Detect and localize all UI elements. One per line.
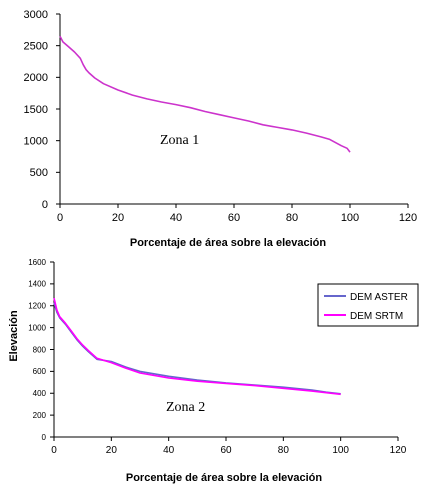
chart2-x-tick-label: 40 xyxy=(163,445,175,456)
chart2-x-tick-label: 80 xyxy=(278,445,290,456)
chart2-legend-box xyxy=(317,283,419,327)
chart-zona-2: 0 200 400 600 800 1000 1200 1400 1600 0 20 40 60 80 1… xyxy=(8,258,419,484)
chart2-series xyxy=(53,297,341,396)
chart2-line-dem-aster xyxy=(53,302,341,395)
chart1-y-tick-label: 1500 xyxy=(24,104,48,116)
chart1-x-tick-label: 60 xyxy=(228,212,240,224)
chart1-y-tick-label: 500 xyxy=(30,167,48,179)
chart1-annotation: Zona 1 xyxy=(160,133,199,148)
chart2-y-tick-label: 0 xyxy=(42,433,47,442)
chart2-y-tick-label: 600 xyxy=(33,367,47,376)
chart1-y-ticks: 0 500 1000 1500 2000 2500 3000 xyxy=(24,9,60,211)
chart1-x-tick-label: 80 xyxy=(286,212,298,224)
chart2-x-tick-label: 120 xyxy=(390,445,407,456)
chart1-x-ticks: 0 20 40 60 80 100 120 xyxy=(57,204,417,224)
chart1-y-tick-label: 2000 xyxy=(24,72,48,84)
chart2-x-tick-label: 60 xyxy=(220,445,232,456)
chart2-x-tick-label: 20 xyxy=(106,445,118,456)
chart1-x-tick-label: 100 xyxy=(341,212,359,224)
chart2-y-tick-label: 1200 xyxy=(28,302,46,311)
chart1-y-tick-label: 2500 xyxy=(24,41,48,53)
chart2-y-tick-label: 400 xyxy=(33,389,47,398)
chart1-x-axis-title: Porcentaje de área sobre la elevación xyxy=(130,237,327,249)
chart2-y-ticks: 0 200 400 600 800 1000 1200 1400 1600 xyxy=(28,258,54,442)
chart1-x-tick-label: 120 xyxy=(399,212,417,224)
chart2-line-dem-srtm xyxy=(53,297,341,396)
chart1-line-series-1 xyxy=(59,35,351,153)
chart2-legend: DEM ASTER DEM SRTM xyxy=(317,283,419,327)
chart2-y-tick-label: 1400 xyxy=(28,280,46,289)
chart-zona-1: 0 500 1000 1500 2000 2500 3000 0 20 40 60 80 100 120… xyxy=(24,9,418,249)
chart2-x-axis-title: Porcentaje de área sobre la elevación xyxy=(126,472,323,484)
legend-label-dem-aster: DEM ASTER xyxy=(350,292,408,303)
chart2-y-tick-label: 200 xyxy=(33,411,47,420)
chart1-y-tick-label: 0 xyxy=(42,199,48,211)
chart1-x-tick-label: 0 xyxy=(57,212,63,224)
chart2-y-axis-title: Elevación xyxy=(8,310,20,362)
chart2-annotation: Zona 2 xyxy=(166,400,205,415)
chart1-x-tick-label: 20 xyxy=(112,212,124,224)
chart2-x-ticks: 0 20 40 60 80 100 120 xyxy=(51,437,407,456)
chart2-x-tick-label: 0 xyxy=(51,445,57,456)
chart1-y-tick-label: 3000 xyxy=(24,9,48,21)
chart1-y-tick-label: 1000 xyxy=(24,136,48,148)
legend-label-dem-srtm: DEM SRTM xyxy=(350,311,403,322)
chart2-y-tick-label: 800 xyxy=(33,345,47,354)
chart1-x-tick-label: 40 xyxy=(170,212,182,224)
chart2-y-tick-label: 1000 xyxy=(28,323,46,332)
chart2-x-tick-label: 100 xyxy=(332,445,349,456)
chart2-y-tick-label: 1600 xyxy=(28,258,46,267)
chart1-series xyxy=(59,35,351,153)
